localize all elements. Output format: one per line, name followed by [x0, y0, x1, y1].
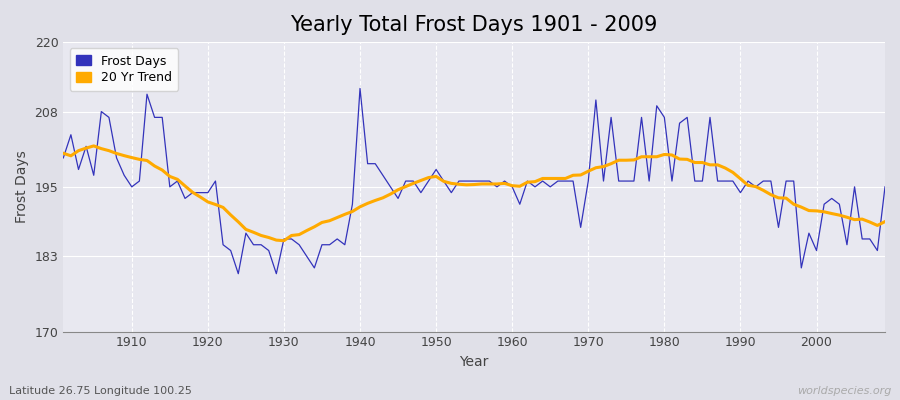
Y-axis label: Frost Days: Frost Days [15, 150, 29, 223]
Line: 20 Yr Trend: 20 Yr Trend [63, 146, 885, 241]
20 Yr Trend [278, 238, 289, 243]
20 Yr Trend [88, 144, 99, 148]
Title: Yearly Total Frost Days 1901 - 2009: Yearly Total Frost Days 1901 - 2009 [291, 15, 658, 35]
Text: Latitude 26.75 Longitude 100.25: Latitude 26.75 Longitude 100.25 [9, 386, 192, 396]
Frost Days [339, 242, 350, 247]
Legend: Frost Days, 20 Yr Trend: Frost Days, 20 Yr Trend [69, 48, 178, 91]
Text: worldspecies.org: worldspecies.org [796, 386, 891, 396]
Frost Days [58, 156, 68, 160]
20 Yr Trend [126, 155, 137, 160]
Frost Days [119, 173, 130, 178]
Frost Days [355, 86, 365, 91]
20 Yr Trend [879, 219, 890, 224]
20 Yr Trend [58, 151, 68, 156]
20 Yr Trend [613, 158, 624, 163]
Line: Frost Days: Frost Days [63, 88, 885, 274]
Frost Days [233, 271, 244, 276]
Frost Days [515, 202, 526, 207]
20 Yr Trend [515, 184, 526, 189]
20 Yr Trend [522, 180, 533, 185]
Frost Days [293, 242, 304, 247]
20 Yr Trend [302, 228, 312, 233]
X-axis label: Year: Year [460, 355, 489, 369]
Frost Days [613, 179, 624, 184]
Frost Days [522, 179, 533, 184]
20 Yr Trend [347, 209, 358, 214]
Frost Days [879, 184, 890, 189]
